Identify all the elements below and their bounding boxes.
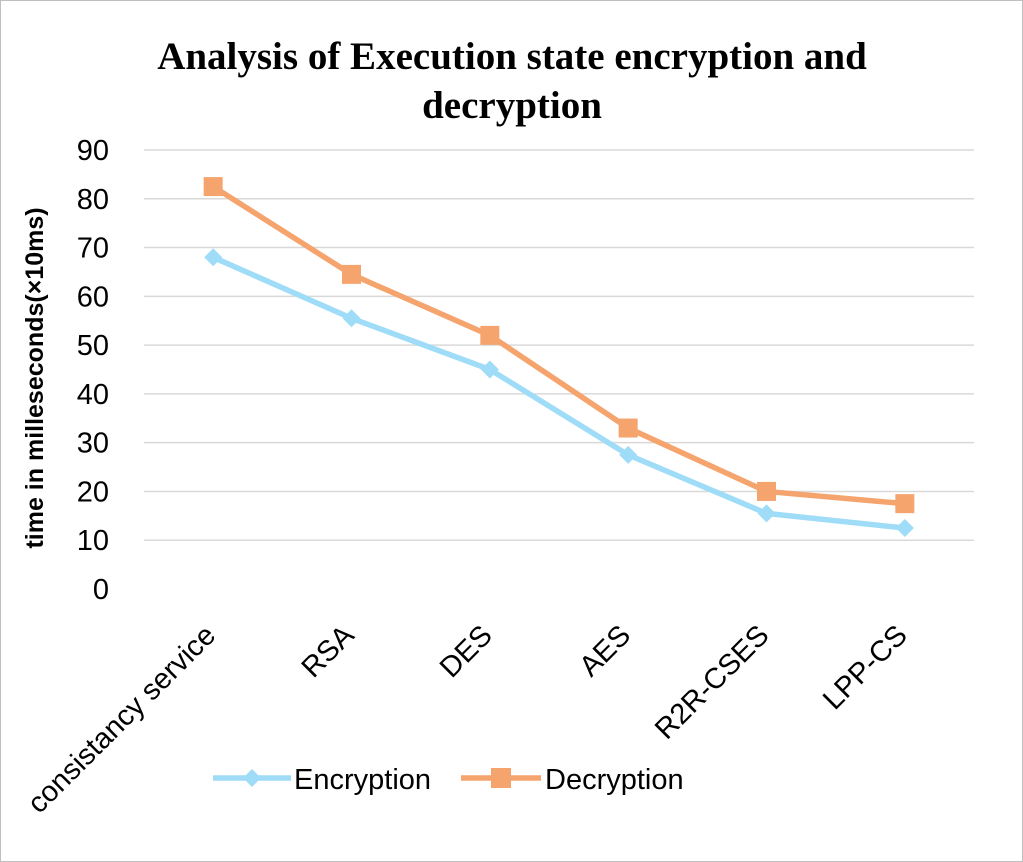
y-tick-label-90: 90 <box>77 135 109 167</box>
legend-item-encryption: Encryption <box>213 764 431 796</box>
y-tick-label-70: 70 <box>77 233 109 265</box>
x-tick-label-lpp-cs: LPP-CS <box>817 619 914 716</box>
point-encryption-r2r-cses <box>757 504 776 523</box>
y-tick-label-50: 50 <box>77 330 109 362</box>
point-encryption-aes <box>619 445 638 464</box>
legend-decryption-marker <box>491 768 511 788</box>
point-encryption-rsa <box>342 309 361 328</box>
x-tick-label-rsa: RSA <box>296 619 361 684</box>
legend-decryption-label: Decryption <box>545 764 684 796</box>
x-tick-label-consistancy-service: consistancy service <box>22 619 222 819</box>
legend-item-decryption: Decryption <box>461 764 684 796</box>
series-encryption <box>204 248 914 538</box>
x-tick-label-des: DES <box>434 619 499 684</box>
y-tick-label-0: 0 <box>93 574 109 606</box>
y-tick-label-20: 20 <box>77 476 109 508</box>
x-tick-label-r2r-cses: R2R-CSES <box>649 619 775 745</box>
chart-title: Analysis of Execution state encryption a… <box>157 35 867 127</box>
point-decryption-r2r-cses <box>757 481 776 501</box>
legend: Encryption Decryption <box>213 764 684 796</box>
y-tick-label-10: 10 <box>77 525 109 557</box>
y-axis-ticks: 0 10 20 30 40 50 60 70 80 90 <box>77 135 109 606</box>
point-decryption-des <box>480 325 500 345</box>
point-encryption-consistancy-service <box>204 248 223 267</box>
y-tick-label-80: 80 <box>77 184 109 216</box>
series-encryption-line <box>210 254 908 531</box>
series-decryption-line <box>210 183 908 507</box>
legend-encryption-marker <box>243 769 261 787</box>
x-axis-ticks: consistancy service RSA DES AES R2R-CSES LPP-… <box>22 619 914 820</box>
point-decryption-aes <box>618 418 638 438</box>
point-encryption-lpp-cs <box>895 519 914 538</box>
point-decryption-lpp-cs <box>895 494 915 514</box>
grid-lines <box>144 149 974 541</box>
legend-encryption-label: Encryption <box>294 764 431 796</box>
series-layer <box>203 177 915 538</box>
chart-title-line-2: decryption <box>422 84 602 127</box>
point-decryption-rsa <box>342 264 361 284</box>
chart-title-line-1: Analysis of Execution state encryption a… <box>157 35 867 78</box>
y-axis-label: time in milleseconds(×10ms) <box>21 207 49 548</box>
y-tick-label-60: 60 <box>77 281 109 313</box>
x-tick-label-aes: AES <box>573 619 637 683</box>
y-tick-label-30: 30 <box>77 428 109 460</box>
y-tick-label-40: 40 <box>77 379 109 411</box>
point-decryption-consistancy-service <box>203 177 223 197</box>
series-decryption <box>203 177 915 514</box>
point-encryption-des <box>480 360 499 379</box>
